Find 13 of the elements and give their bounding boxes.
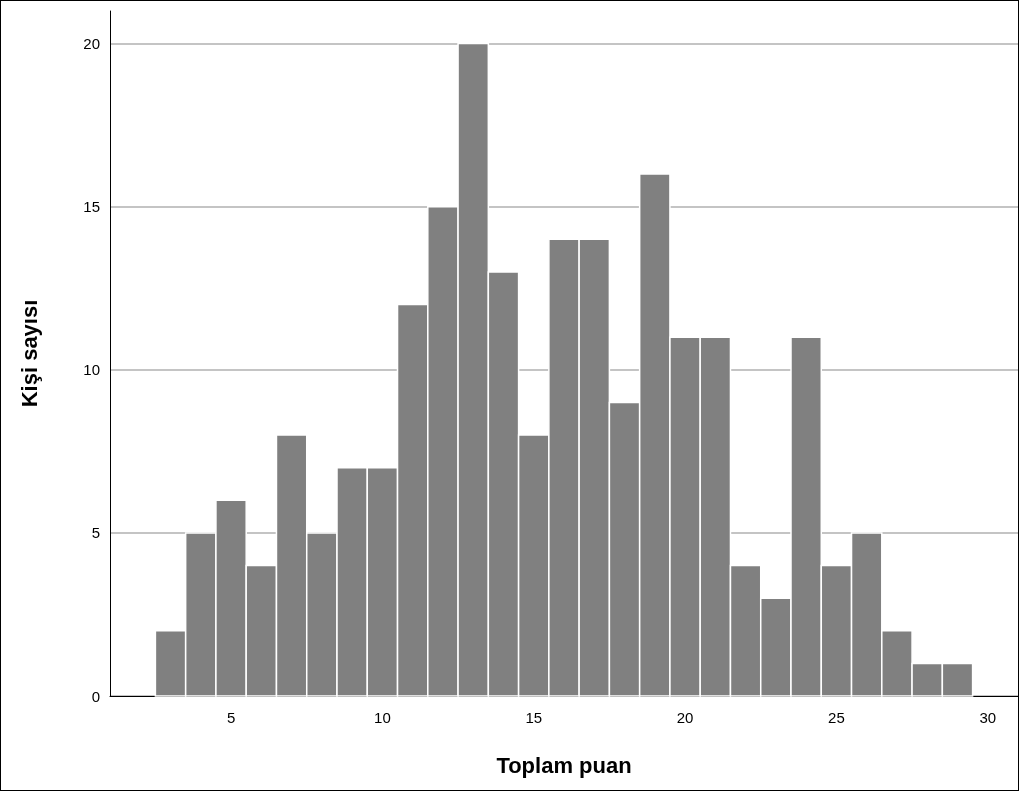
x-tick-label: 5 xyxy=(226,709,236,726)
y-tick-label: 20 xyxy=(83,35,100,53)
y-tick-label: 0 xyxy=(91,687,100,705)
y-tick-label: 5 xyxy=(91,524,100,542)
x-tick-label: 20 xyxy=(676,709,694,726)
y-tick-label: 10 xyxy=(83,361,100,379)
y-tick-label: 15 xyxy=(83,198,100,216)
x-tick-label: 15 xyxy=(525,709,543,726)
x-tick-label: 10 xyxy=(374,709,391,726)
x-tick-label: 30 xyxy=(979,709,997,726)
x-tick-label: 25 xyxy=(828,709,845,726)
y-axis-title: Kişi sayısı xyxy=(16,299,42,408)
x-axis-title: Toplam puan xyxy=(496,752,632,778)
